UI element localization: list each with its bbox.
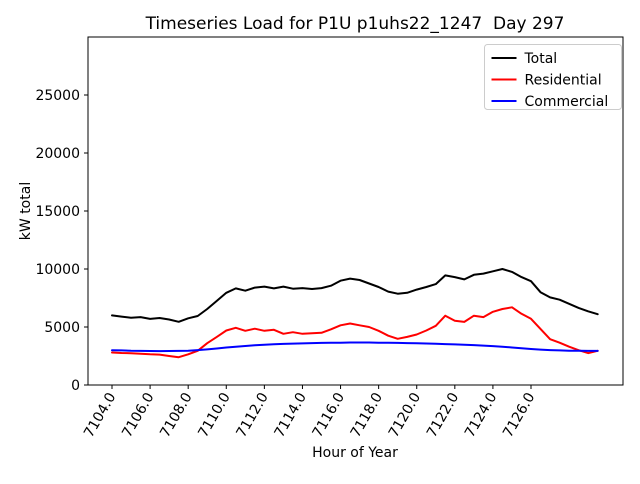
y-tick-label: 15000 <box>35 204 80 220</box>
x-tick-label: 7110.0 <box>195 390 233 440</box>
y-tick-label: 25000 <box>35 88 80 104</box>
x-tick-label: 7122.0 <box>424 390 462 440</box>
y-tick-label: 20000 <box>35 146 80 162</box>
x-tick-label: 7106.0 <box>119 390 157 440</box>
total-line <box>111 268 599 323</box>
legend-label-commercial: Commercial <box>525 94 609 110</box>
y-tick-label: 0 <box>71 378 80 394</box>
legend-label-residential: Residential <box>525 73 602 89</box>
residential-line <box>111 306 599 359</box>
x-tick-label: 7112.0 <box>233 390 271 440</box>
legend-label-total: Total <box>524 51 558 67</box>
x-tick-label: 7118.0 <box>348 390 386 440</box>
x-tick-label: 7108.0 <box>157 390 195 440</box>
y-tick-label: 5000 <box>44 320 80 336</box>
axis-ticks: 7104.0 7106.0 7108.0 7110.0 7112.0 7114.0 7116… <box>35 88 538 440</box>
legend: Total Residential Commercial <box>484 44 622 110</box>
legend-box <box>484 44 622 110</box>
x-tick-label: 7116.0 <box>310 390 348 440</box>
x-tick-label: 7124.0 <box>462 390 500 440</box>
x-tick-label: 7114.0 <box>272 390 310 440</box>
x-axis-label: Hour of Year <box>312 445 398 461</box>
commercial-line <box>111 341 599 353</box>
data-series-lines <box>111 268 599 359</box>
x-tick-label: 7120.0 <box>386 390 424 440</box>
x-tick-label: 7126.0 <box>500 390 538 440</box>
y-tick-label: 10000 <box>35 262 80 278</box>
chart-title: Timeseries Load for P1U p1uhs22_1247 Day… <box>145 14 565 34</box>
x-tick-label: 7104.0 <box>81 390 119 440</box>
y-axis-label: kW total <box>18 182 34 240</box>
